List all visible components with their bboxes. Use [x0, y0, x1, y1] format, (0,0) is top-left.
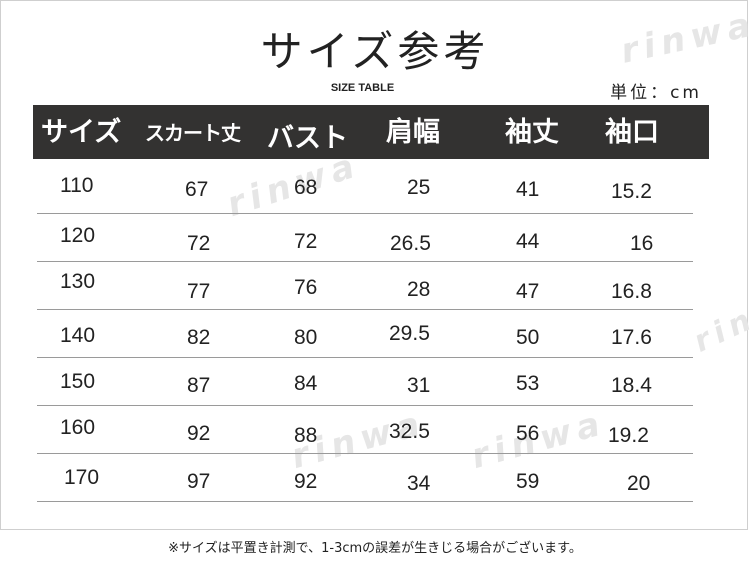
cell-skirt-length: 87: [187, 374, 211, 397]
cell-skirt-length: 77: [187, 280, 211, 303]
cell-sleeve-length: 41: [516, 178, 540, 201]
cell-cuff: 15.2: [611, 180, 652, 203]
table-row: 120 72 72 26.5 44 16: [37, 214, 693, 262]
table-row: 130 77 76 28 47 16.8: [37, 262, 693, 310]
row-divider: [37, 357, 693, 358]
cell-bust: 84: [294, 372, 318, 395]
table-row: 150 87 84 31 53 18.4: [37, 358, 693, 406]
cell-bust: 80: [294, 326, 318, 349]
row-divider: [37, 213, 693, 214]
cell-shoulder-width: 31: [407, 374, 431, 397]
cell-cuff: 17.6: [611, 326, 652, 349]
table-header: サイズ スカート丈 バスト 肩幅 袖丈 袖口: [33, 105, 709, 159]
cell-bust: 68: [294, 176, 318, 199]
page-title: サイズ参考: [260, 27, 490, 76]
row-divider: [37, 309, 693, 310]
cell-cuff: 20: [627, 472, 651, 495]
cell-shoulder-width: 29.5: [389, 322, 430, 345]
header-shoulder-width: 肩幅: [386, 117, 440, 148]
table-frame: [0, 0, 748, 530]
header-sleeve-length: 袖丈: [505, 117, 559, 148]
cell-shoulder-width: 26.5: [390, 232, 431, 255]
cell-skirt-length: 67: [185, 178, 209, 201]
cell-shoulder-width: 32.5: [389, 420, 430, 443]
cell-size: 160: [60, 416, 96, 439]
row-divider: [37, 501, 693, 502]
cell-cuff: 19.2: [608, 424, 649, 447]
table-row: 110 67 68 25 41 15.2: [37, 166, 693, 214]
row-divider: [37, 405, 693, 406]
cell-shoulder-width: 28: [407, 278, 431, 301]
cell-size: 140: [60, 324, 96, 347]
cell-bust: 92: [294, 470, 318, 493]
cell-sleeve-length: 50: [516, 326, 540, 349]
cell-sleeve-length: 59: [516, 470, 540, 493]
row-divider: [37, 261, 693, 262]
cell-size: 130: [60, 270, 96, 293]
cell-skirt-length: 72: [187, 232, 211, 255]
cell-bust: 72: [294, 230, 318, 253]
cell-shoulder-width: 34: [407, 472, 431, 495]
cell-bust: 76: [294, 276, 318, 299]
row-divider: [37, 453, 693, 454]
cell-sleeve-length: 53: [516, 372, 540, 395]
cell-size: 170: [64, 466, 100, 489]
header-cuff: 袖口: [605, 117, 659, 148]
unit-label: 単位：cm: [610, 83, 702, 103]
cell-size: 120: [60, 224, 96, 247]
measurement-note: ※サイズは平置き計測で、1-3cmの誤差が生きじる場合がございます。: [168, 541, 582, 556]
cell-cuff: 18.4: [611, 374, 652, 397]
cell-sleeve-length: 56: [516, 422, 540, 445]
table-row: 140 82 80 29.5 50 17.6: [37, 310, 693, 358]
page-subtitle: SIZE TABLE: [330, 82, 395, 94]
header-size: サイズ: [41, 117, 122, 148]
cell-shoulder-width: 25: [407, 176, 431, 199]
table-row: 170 97 92 34 59 20: [37, 454, 693, 502]
cell-cuff: 16: [630, 232, 654, 255]
cell-bust: 88: [294, 424, 318, 447]
cell-cuff: 16.8: [611, 280, 652, 303]
cell-skirt-length: 82: [187, 326, 211, 349]
cell-size: 110: [60, 174, 94, 197]
cell-sleeve-length: 44: [516, 230, 540, 253]
header-bust: バスト: [267, 123, 348, 154]
cell-sleeve-length: 47: [516, 280, 540, 303]
cell-skirt-length: 92: [187, 422, 211, 445]
cell-size: 150: [60, 370, 96, 393]
cell-skirt-length: 97: [187, 470, 211, 493]
table-row: 160 92 88 32.5 56 19.2: [37, 406, 693, 454]
header-skirt-length: スカート丈: [145, 121, 241, 145]
